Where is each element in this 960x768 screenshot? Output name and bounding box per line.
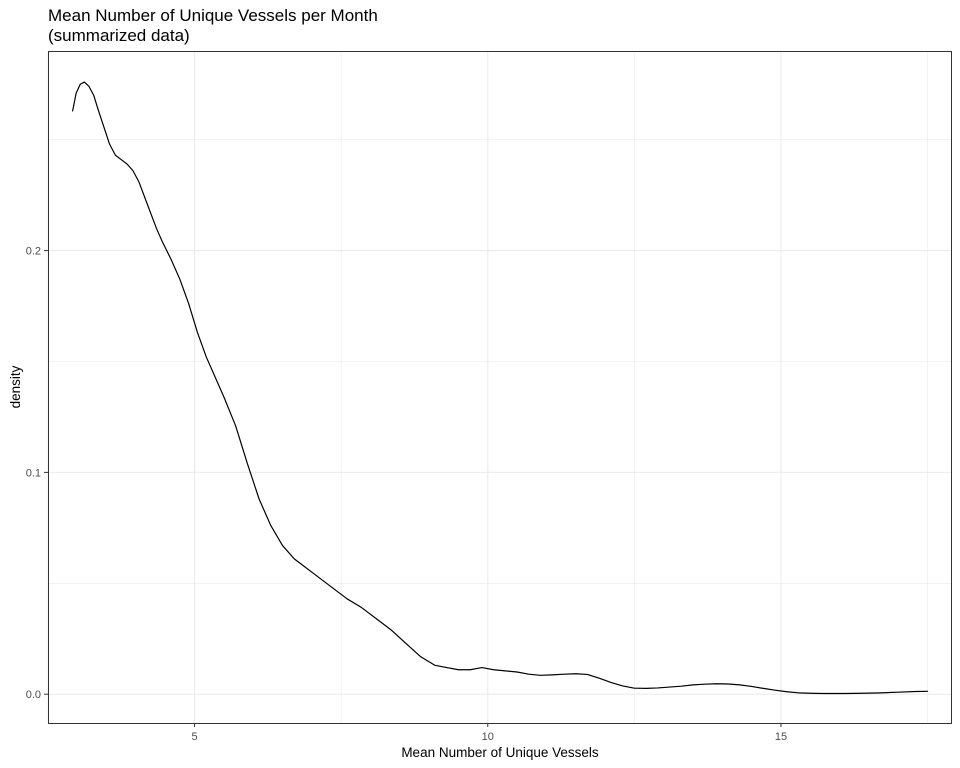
x-axis-title: Mean Number of Unique Vessels: [401, 745, 599, 760]
chart-title: Mean Number of Unique Vessels per Month: [48, 6, 378, 25]
x-tick-label: 5: [192, 731, 198, 743]
density-line-layer: [72, 81, 929, 695]
y-tick-label: 0.1: [26, 467, 41, 479]
panel-border: [48, 51, 952, 724]
grid-lines: [47, 51, 951, 723]
y-axis-ticks: 0.0 0.1 0.2: [26, 246, 48, 701]
y-tick-label: 0.0: [26, 689, 41, 701]
density-line: [72, 81, 929, 695]
x-tick-label: 10: [482, 731, 494, 743]
chart-subtitle: (summarized data): [48, 26, 190, 45]
x-axis-ticks: 5 10 15: [192, 723, 787, 743]
x-tick-label: 15: [775, 731, 787, 743]
y-tick-label: 0.2: [26, 246, 41, 258]
y-axis-title: density: [8, 365, 23, 408]
